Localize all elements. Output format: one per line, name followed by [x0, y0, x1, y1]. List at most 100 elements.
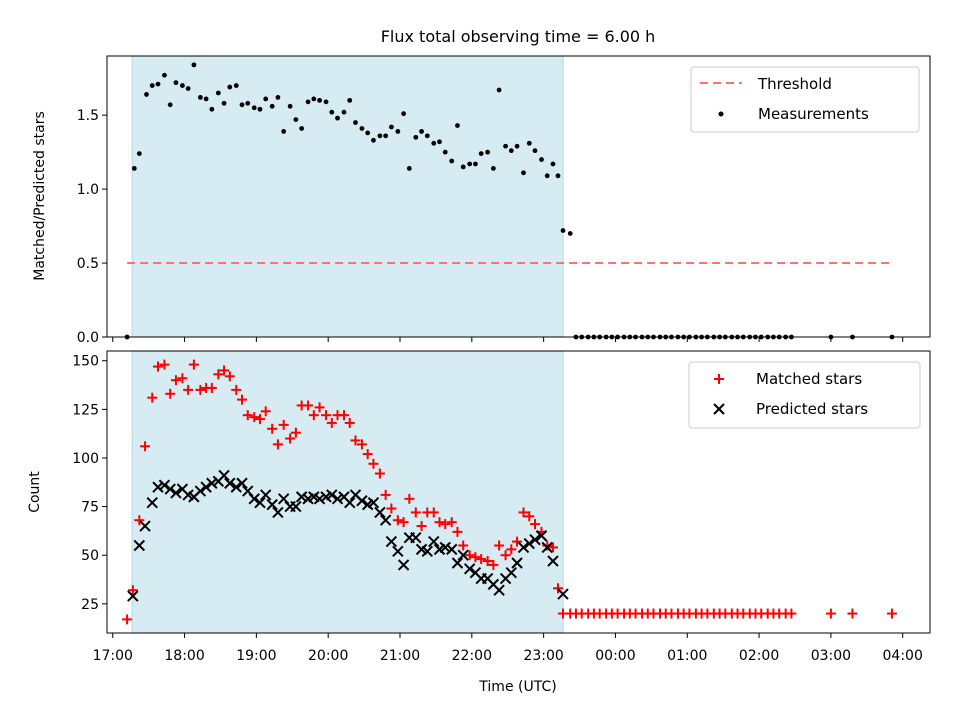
measurement-point	[424, 133, 430, 139]
matched-star-point	[231, 384, 242, 395]
matched-star-point	[350, 435, 361, 446]
matched-star-point	[524, 511, 535, 522]
measurement-point	[347, 97, 353, 103]
predicted-star-point	[248, 493, 260, 505]
y-tick-label: 25	[81, 597, 99, 613]
measurement-point	[341, 109, 347, 115]
predicted-star-point	[152, 481, 164, 493]
predicted-star-point	[164, 483, 176, 495]
predicted-star-point	[557, 588, 569, 600]
matched-star-point	[177, 373, 188, 384]
legend-matched-label: Matched stars	[756, 370, 862, 388]
measurement-point	[406, 166, 412, 171]
predicted-star-point	[511, 557, 523, 569]
matched-star-point	[362, 449, 373, 460]
x-tick-label: 17:00	[93, 648, 133, 664]
matched-star-point	[440, 519, 451, 530]
measurement-point	[305, 99, 311, 105]
legend-predicted-label: Predicted stars	[756, 400, 868, 418]
count-y-axis-label: Count	[27, 471, 43, 513]
x-tick-label: 22:00	[452, 648, 492, 664]
predicted-star-point	[331, 493, 344, 505]
observing-span-top	[131, 55, 564, 338]
predicted-star-point	[541, 541, 553, 554]
measurement-point	[496, 87, 502, 93]
predicted-star-point	[127, 590, 139, 602]
matched-star-point	[219, 365, 230, 376]
predicted-star-point	[200, 481, 212, 493]
count-legend-box	[688, 361, 921, 429]
measurement-point	[478, 151, 484, 157]
measurement-point	[227, 84, 233, 90]
y-tick-label: 0.5	[77, 256, 99, 272]
x-tick-label: 19:00	[236, 648, 276, 664]
x-tick-label: 23:00	[523, 648, 563, 664]
matched-star-point	[140, 441, 151, 452]
measurement-point	[377, 133, 383, 139]
measurement-point	[490, 166, 496, 171]
measurement-point	[251, 105, 257, 111]
matched-star-point	[452, 526, 463, 537]
predicted-star-point	[254, 496, 266, 509]
matched-star-point	[206, 382, 217, 393]
matched-star-point	[224, 371, 235, 382]
matched-star-point	[321, 410, 332, 421]
matched-star-point	[338, 410, 349, 421]
predicted-star-point	[313, 493, 326, 505]
measurement-point	[460, 164, 466, 170]
measurement-point	[203, 96, 209, 102]
predicted-star-point	[379, 514, 392, 526]
measurement-point	[365, 130, 371, 136]
predicted-star-point	[194, 485, 207, 497]
x-tick-label: 21:00	[380, 648, 420, 664]
predicted-star-point	[385, 535, 398, 548]
count-x-ticks: 17:00 18:00 19:00 20:00 21:00 22:00 23:00 00:00…	[93, 633, 923, 664]
measurement-point	[560, 228, 566, 233]
matched-star-point	[267, 423, 278, 434]
ratio-y-axis-label: Matched/Predicted stars	[32, 111, 48, 281]
chart-title: Flux total observing time = 6.00 h	[381, 27, 656, 46]
predicted-star-point	[392, 545, 404, 558]
measurement-point	[431, 140, 437, 146]
matched-star-point	[530, 519, 541, 530]
measurement-point	[281, 129, 287, 134]
matched-star-point	[326, 417, 337, 428]
measurement-point	[467, 161, 473, 167]
measurement-point	[514, 143, 520, 149]
measurement-point	[197, 95, 203, 100]
matched-star-point	[428, 507, 439, 518]
y-tick-label: 1.0	[77, 182, 99, 198]
predicted-star-point	[344, 496, 356, 509]
measurement-point	[449, 158, 455, 164]
measurement-point	[209, 106, 215, 112]
matched-star-point	[122, 614, 133, 625]
predicted-star-point	[139, 520, 151, 532]
matched-star-point	[285, 433, 296, 444]
predicted-star-point	[374, 506, 386, 519]
measurement-point	[437, 139, 442, 145]
measurement-point	[215, 90, 221, 96]
measurement-point	[317, 97, 322, 103]
predicted-star-point	[326, 489, 338, 501]
measurement-point	[323, 99, 329, 105]
predicted-star-point	[146, 496, 158, 509]
x-tick-label: 02:00	[739, 648, 779, 664]
matched-star-point	[398, 517, 409, 528]
measurement-point	[131, 166, 137, 171]
matched-star-point	[476, 554, 487, 565]
measurement-point	[371, 137, 376, 143]
measurement-point	[173, 80, 179, 86]
y-tick-label: 100	[72, 451, 99, 467]
ratio-legend: Threshold Measurements	[690, 66, 920, 133]
x-tick-label: 01:00	[667, 648, 707, 664]
matched-star-point	[303, 400, 314, 411]
matched-star-point	[134, 515, 145, 526]
measurement-point	[526, 140, 532, 146]
predicted-star-point	[356, 495, 368, 507]
matched-star-point	[494, 540, 505, 551]
predicted-star-point	[260, 489, 272, 501]
predicted-star-point	[439, 541, 451, 554]
predicted-star-point	[421, 545, 434, 558]
matched-star-point	[368, 458, 379, 469]
measurement-point	[567, 231, 573, 236]
